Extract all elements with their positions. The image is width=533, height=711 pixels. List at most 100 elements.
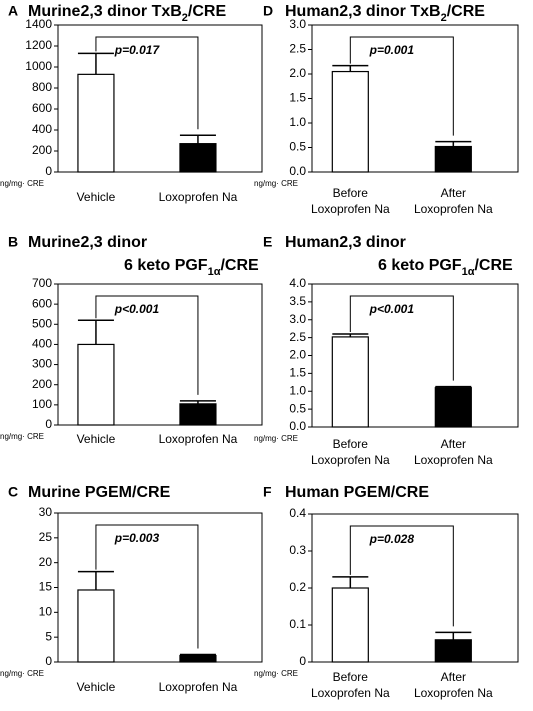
significance-bracket <box>95 36 199 130</box>
y-tick-label: 0.1 <box>289 617 306 631</box>
bar <box>77 73 115 173</box>
title-part: Murine PGEM/CRE <box>28 484 171 501</box>
p-value: p=0.028 <box>369 532 415 546</box>
bar <box>77 589 115 663</box>
p-value: p<0.001 <box>114 302 160 316</box>
y-tick-label: 5 <box>45 629 52 643</box>
plot-frame <box>57 283 263 426</box>
panel-letter: A <box>8 3 18 19</box>
title-part: /CRE <box>447 3 486 20</box>
y-tick-label: 300 <box>32 357 52 371</box>
panel-title: Murine2,3 dinor <box>28 234 147 251</box>
significance-bracket <box>349 36 454 136</box>
title-part: Murine2,3 dinor <box>28 234 147 251</box>
panel-title: Human2,3 dinor <box>285 234 406 251</box>
y-tick-label: 25 <box>39 530 53 544</box>
y-tick-label: 3.0 <box>289 312 306 326</box>
x-tick-label: Loxoprofen Na <box>414 686 493 700</box>
x-tick-label: After <box>441 437 466 451</box>
y-unit-label: ng/mg· CRE <box>0 432 44 441</box>
title-part: Human2,3 dinor <box>285 234 406 251</box>
y-tick-label: 1.0 <box>289 383 306 397</box>
panel-letter: D <box>263 3 273 19</box>
title-part: Human2,3 dinor TxB <box>285 3 441 20</box>
x-tick-label: Loxoprofen Na <box>159 432 238 446</box>
title-part: 6 keto PGF <box>124 257 208 274</box>
title-part: 6 keto PGF <box>378 257 462 274</box>
x-tick-label: Loxoprofen Na <box>311 686 390 700</box>
panel-title: Murine2,3 dinor TxB2/CRE <box>28 3 226 24</box>
title-part: 1α <box>462 266 475 278</box>
bar <box>331 70 369 173</box>
panel-letter: C <box>8 484 18 500</box>
plot-frame <box>57 24 263 173</box>
y-tick-label: 2.0 <box>289 66 306 80</box>
bar <box>179 143 217 173</box>
y-tick-label: 1000 <box>25 59 52 73</box>
x-tick-label: Vehicle <box>77 432 116 446</box>
y-unit-label: ng/mg· CRE <box>254 179 298 188</box>
y-tick-label: 0.2 <box>289 580 306 594</box>
y-tick-label: 600 <box>32 296 52 310</box>
y-tick-label: 1200 <box>25 38 52 52</box>
p-value: p<0.001 <box>369 302 415 316</box>
y-tick-label: 700 <box>32 276 52 290</box>
bar <box>434 387 472 428</box>
x-tick-label: Before <box>333 186 369 200</box>
y-tick-label: 0.0 <box>289 419 306 433</box>
y-tick-label: 4.0 <box>289 276 306 290</box>
significance-bracket <box>349 295 454 381</box>
y-tick-label: 100 <box>32 397 52 411</box>
y-tick-label: 2.5 <box>289 330 306 344</box>
panel-letter: B <box>8 234 18 250</box>
title-part: Murine2,3 dinor TxB <box>28 3 182 20</box>
x-tick-label: Loxoprofen Na <box>414 202 493 216</box>
title-part: /CRE <box>220 257 259 274</box>
y-tick-label: 0.5 <box>289 140 306 154</box>
x-tick-label: Before <box>333 670 369 684</box>
y-tick-label: 0.5 <box>289 401 306 415</box>
panel-title: Human PGEM/CRE <box>285 484 429 501</box>
significance-bracket <box>95 524 199 649</box>
panel-title: 6 keto PGF1α/CRE <box>378 257 513 278</box>
y-tick-label: 3.5 <box>289 294 306 308</box>
y-tick-label: 20 <box>39 555 53 569</box>
x-tick-label: After <box>441 670 466 684</box>
y-tick-label: 0 <box>45 417 52 431</box>
title-part: Human PGEM/CRE <box>285 484 429 501</box>
y-tick-label: 10 <box>39 605 53 619</box>
p-value: p=0.001 <box>369 43 415 57</box>
y-tick-label: 0 <box>45 164 52 178</box>
bar <box>331 587 369 663</box>
significance-bracket <box>349 525 454 627</box>
y-tick-label: 0 <box>299 654 306 668</box>
y-tick-label: 15 <box>39 580 53 594</box>
panel-title: Human2,3 dinor TxB2/CRE <box>285 3 485 24</box>
y-unit-label: ng/mg· CRE <box>254 434 298 443</box>
y-tick-label: 1400 <box>25 17 52 31</box>
y-tick-label: 3.0 <box>289 17 306 31</box>
p-value: p=0.003 <box>114 531 160 545</box>
significance-bracket <box>95 295 199 395</box>
x-tick-label: Loxoprofen Na <box>159 680 238 694</box>
y-tick-label: 1.5 <box>289 366 306 380</box>
y-tick-label: 500 <box>32 316 52 330</box>
y-tick-label: 0.3 <box>289 543 306 557</box>
y-unit-label: ng/mg· CRE <box>0 669 44 678</box>
x-tick-label: Before <box>333 437 369 451</box>
y-tick-label: 200 <box>32 377 52 391</box>
x-tick-label: Vehicle <box>77 680 116 694</box>
y-tick-label: 400 <box>32 122 52 136</box>
y-tick-label: 1.5 <box>289 91 306 105</box>
y-tick-label: 400 <box>32 337 52 351</box>
y-tick-label: 2.5 <box>289 42 306 56</box>
y-tick-label: 2.0 <box>289 348 306 362</box>
bar <box>77 343 115 426</box>
x-tick-label: Loxoprofen Na <box>311 202 390 216</box>
title-part: /CRE <box>474 257 513 274</box>
p-value: p=0.017 <box>114 43 161 57</box>
y-tick-label: 1.0 <box>289 115 306 129</box>
bar <box>331 336 369 428</box>
x-tick-label: Loxoprofen Na <box>414 453 493 467</box>
